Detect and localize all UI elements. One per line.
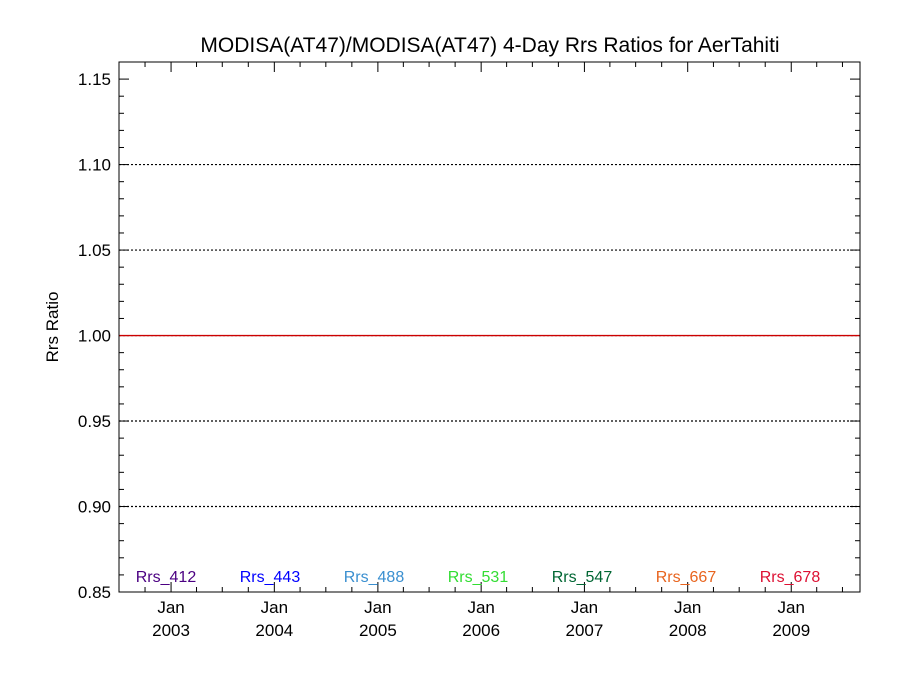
y-axis-label: Rrs Ratio — [43, 292, 62, 363]
x-tick-label-month: Jan — [157, 598, 184, 617]
x-tick-label-month: Jan — [467, 598, 494, 617]
x-tick-label-month: Jan — [364, 598, 391, 617]
x-tick-label-month: Jan — [261, 598, 288, 617]
y-tick-label: 1.00 — [78, 327, 111, 346]
y-tick-label: 1.15 — [78, 70, 111, 89]
legend: Rrs_412 Rrs_443 Rrs_488 Rrs_531 Rrs_547 Rrs_6… — [136, 569, 821, 586]
x-tick-label-year: 2009 — [772, 621, 810, 640]
y-tick-label: 1.10 — [78, 156, 111, 175]
x-tick-label-year: 2005 — [359, 621, 397, 640]
legend-entry-rrs-412: Rrs_412 — [136, 569, 197, 586]
x-tick-label-year: 2006 — [462, 621, 500, 640]
legend-entry-rrs-678: Rrs_678 — [760, 569, 821, 586]
legend-entry-rrs-547: Rrs_547 — [552, 569, 613, 586]
plot-area — [118, 61, 861, 593]
x-tick-labels: Jan 2003 Jan 2004 Jan 2005 Jan 2006 Jan 2007 Jan 20… — [152, 598, 810, 640]
x-tick-label-year: 2008 — [669, 621, 707, 640]
x-tick-label-month: Jan — [778, 598, 805, 617]
y-tick-label: 0.90 — [78, 498, 111, 517]
legend-entry-rrs-488: Rrs_488 — [344, 569, 405, 586]
x-tick-label-year: 2004 — [255, 621, 293, 640]
y-tick-label: 0.85 — [78, 583, 111, 602]
x-tick-label-year: 2007 — [566, 621, 604, 640]
y-tick-labels: 0.85 0.90 0.95 1.00 1.05 1.10 1.15 — [78, 70, 111, 602]
x-tick-label-year: 2003 — [152, 621, 190, 640]
y-tick-label: 0.95 — [78, 412, 111, 431]
major-ticks — [119, 62, 860, 593]
x-tick-label-month: Jan — [571, 598, 598, 617]
y-tick-label: 1.05 — [78, 241, 111, 260]
legend-entry-rrs-667: Rrs_667 — [656, 569, 717, 586]
legend-entry-rrs-443: Rrs_443 — [240, 569, 301, 586]
chart-title: MODISA(AT47)/MODISA(AT47) 4-Day Rrs Rati… — [200, 34, 779, 57]
x-tick-label-month: Jan — [674, 598, 701, 617]
minor-ticks — [118, 62, 860, 592]
legend-entry-rrs-531: Rrs_531 — [448, 569, 509, 586]
